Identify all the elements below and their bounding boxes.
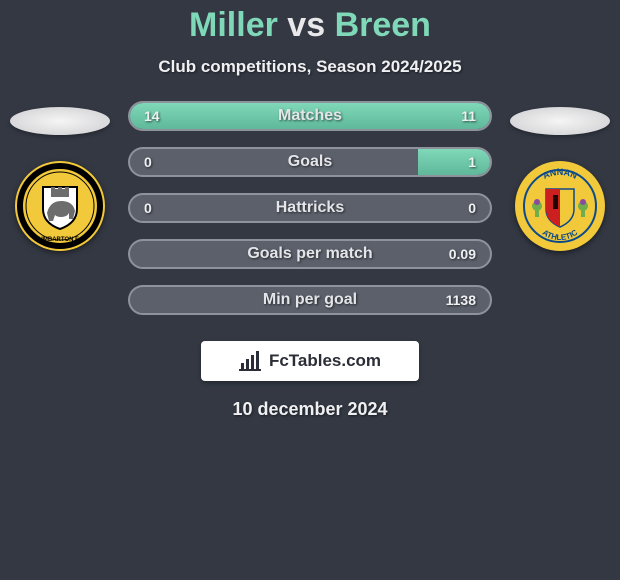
player1-photo-placeholder (10, 107, 110, 135)
right-column: ANNAN ATHLETIC (510, 101, 610, 251)
stat-value-right: 0 (468, 200, 476, 216)
stat-row: Min per goal1138 (128, 285, 492, 315)
club-crest-left: DUMBARTON F.C. (15, 161, 105, 251)
stat-row: 14Matches11 (128, 101, 492, 131)
main-row: DUMBARTON F.C. 14Matches110Goals10Hattri… (0, 101, 620, 331)
stat-row: 0Hattricks0 (128, 193, 492, 223)
stat-row: 0Goals1 (128, 147, 492, 177)
date-text: 10 december 2024 (0, 399, 620, 420)
left-column: DUMBARTON F.C. (10, 101, 110, 251)
player2-name: Breen (335, 6, 431, 44)
club-crest-right: ANNAN ATHLETIC (515, 161, 605, 251)
subtitle: Club competitions, Season 2024/2025 (0, 57, 620, 77)
stat-label: Hattricks (130, 199, 490, 217)
bar-chart-icon (239, 351, 263, 371)
player1-name: Miller (189, 6, 278, 44)
vs-text: vs (287, 6, 325, 44)
stat-value-right: 1 (468, 154, 476, 170)
page-title: Miller vs Breen (0, 6, 620, 45)
stats-column: 14Matches110Goals10Hattricks0Goals per m… (110, 101, 510, 331)
stat-value-right: 1138 (446, 292, 476, 308)
stat-label: Matches (130, 107, 490, 125)
stat-label: Goals (130, 153, 490, 171)
crest-right-svg: ANNAN ATHLETIC (515, 161, 605, 251)
brand-text: FcTables.com (269, 351, 381, 371)
svg-text:DUMBARTON F.C.: DUMBARTON F.C. (34, 237, 86, 243)
brand-badge[interactable]: FcTables.com (201, 341, 419, 381)
player2-photo-placeholder (510, 107, 610, 135)
stat-value-right: 11 (461, 108, 476, 124)
crest-left-svg: DUMBARTON F.C. (15, 161, 105, 251)
stat-label: Goals per match (130, 245, 490, 263)
stat-label: Min per goal (130, 291, 490, 309)
comparison-card: Miller vs Breen Club competitions, Seaso… (0, 0, 620, 420)
stat-row: Goals per match0.09 (128, 239, 492, 269)
stat-value-right: 0.09 (449, 246, 476, 262)
